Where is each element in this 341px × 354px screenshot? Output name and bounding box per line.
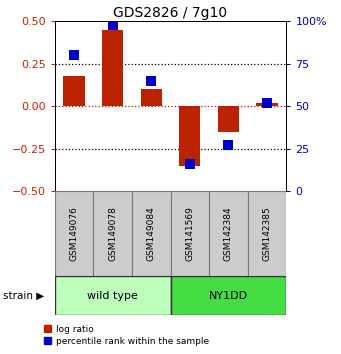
Bar bbox=[209, 191, 248, 276]
Bar bbox=[218, 106, 239, 132]
Bar bbox=[179, 106, 201, 166]
Bar bbox=[55, 191, 93, 276]
Text: GSM149084: GSM149084 bbox=[147, 206, 156, 261]
Text: GSM149076: GSM149076 bbox=[69, 206, 78, 261]
Title: GDS2826 / 7g10: GDS2826 / 7g10 bbox=[114, 6, 227, 20]
Text: GSM149078: GSM149078 bbox=[108, 206, 117, 261]
Bar bbox=[93, 191, 132, 276]
Point bbox=[264, 100, 270, 105]
Text: NY1DD: NY1DD bbox=[209, 291, 248, 301]
Bar bbox=[170, 191, 209, 276]
Bar bbox=[248, 191, 286, 276]
Bar bbox=[256, 103, 278, 106]
Bar bbox=[140, 89, 162, 106]
Point bbox=[148, 78, 154, 84]
Point bbox=[187, 161, 193, 167]
Text: GSM142385: GSM142385 bbox=[263, 206, 272, 261]
Bar bbox=[63, 76, 85, 106]
Point bbox=[110, 22, 115, 28]
Text: GSM142384: GSM142384 bbox=[224, 206, 233, 261]
Bar bbox=[102, 30, 123, 106]
Point bbox=[71, 52, 77, 58]
Text: strain ▶: strain ▶ bbox=[3, 291, 45, 301]
Legend: log ratio, percentile rank within the sample: log ratio, percentile rank within the sa… bbox=[42, 323, 210, 347]
Bar bbox=[170, 276, 286, 315]
Bar bbox=[55, 276, 170, 315]
Bar bbox=[132, 191, 170, 276]
Text: GSM141569: GSM141569 bbox=[185, 206, 194, 261]
Text: wild type: wild type bbox=[87, 291, 138, 301]
Point bbox=[226, 142, 231, 148]
